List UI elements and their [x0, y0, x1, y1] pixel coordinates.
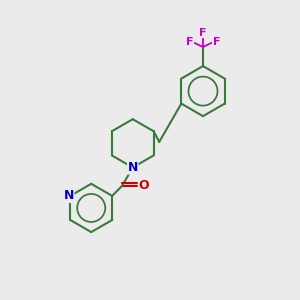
Text: O: O [138, 179, 149, 192]
Text: F: F [186, 37, 194, 46]
Text: N: N [64, 189, 74, 203]
Text: F: F [199, 28, 207, 38]
Text: N: N [128, 161, 138, 174]
Text: F: F [212, 37, 220, 46]
